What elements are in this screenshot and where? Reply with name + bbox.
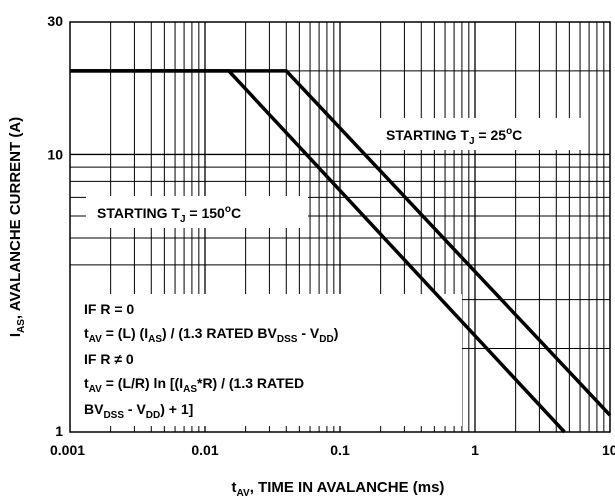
y-tick-label: 1 (55, 423, 63, 439)
x-tick-label: 0.01 (191, 442, 218, 458)
tj150-annotation: STARTING TJ = 150oC (97, 204, 241, 225)
tj25-annotation: STARTING TJ = 25oC (386, 126, 522, 147)
formula-line-1: IF R = 0 (84, 301, 134, 317)
x-tick-label: 0.001 (50, 442, 85, 458)
formula-line-2: tAV = (L) (IAS) / (1.3 RATED BVDSS - VDD… (84, 325, 338, 345)
y-axis-label: IAS, AVALANCHE CURRENT (A) (7, 117, 27, 337)
x-axis-label: tAV, TIME IN AVALANCHE (ms) (232, 479, 445, 499)
formula-line-5: BVDSS - VDD) + 1] (84, 401, 193, 421)
x-tick-label: 0.1 (330, 442, 350, 458)
y-tick-label: 30 (47, 13, 63, 29)
y-tick-label: 10 (47, 146, 63, 162)
tj25-label-box (378, 118, 584, 150)
tj150-label-box (86, 196, 308, 228)
plot-frame (69, 21, 611, 433)
x-tick-label: 1 (471, 442, 479, 458)
series-lines (70, 69, 612, 434)
formula-box (70, 294, 462, 426)
formula-line-4: tAV = (L/R) ln [(IAS*R) / (1.3 RATED (84, 375, 304, 395)
series-line-tj150 (70, 69, 566, 434)
x-tick-labels: 0.001 0.01 0.1 1 10 (50, 442, 615, 458)
x-tick-label: 10 (602, 442, 615, 458)
y-tick-labels: 1 10 30 (47, 13, 63, 439)
formula-line-3: IF R ≠ 0 (84, 351, 134, 367)
formula-annotation: IF R = 0 tAV = (L) (IAS) / (1.3 RATED BV… (84, 301, 338, 421)
